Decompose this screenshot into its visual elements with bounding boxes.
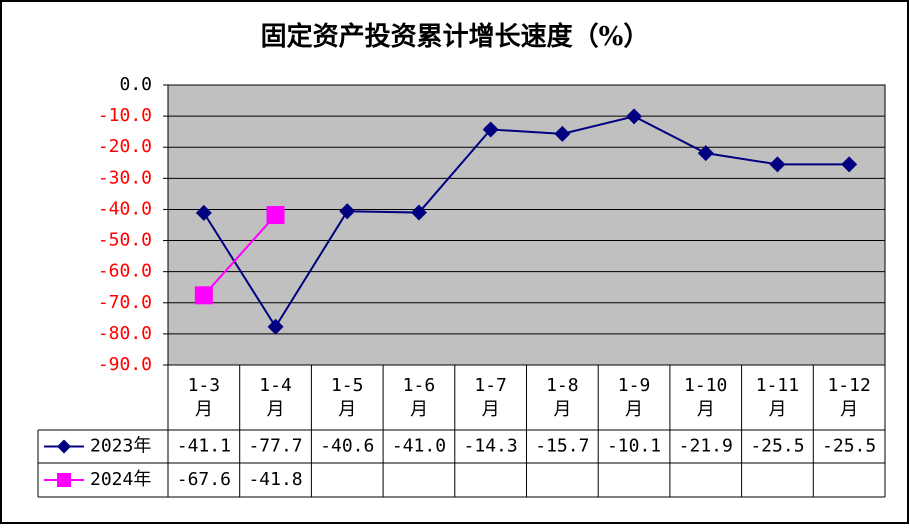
category-cell: 1-5月 <box>330 374 364 420</box>
category-cell: 1-6月 <box>402 374 436 420</box>
marker <box>339 203 356 220</box>
legend-label: 2024年 <box>90 469 151 490</box>
y-tick-label: -90.0 <box>98 354 152 375</box>
x-tick-label: 1-9月 <box>617 374 651 420</box>
y-tick-label: -40.0 <box>98 198 152 219</box>
chart-title: 固定资产投资累计增长速度（%） <box>261 21 650 52</box>
table-value: -10.1 <box>607 436 661 457</box>
x-tick-label: 1-12月 <box>827 374 871 420</box>
category-cell: 1-4月 <box>259 374 292 420</box>
table-value: -21.9 <box>679 436 733 457</box>
table-value: -41.8 <box>248 469 302 490</box>
marker <box>841 156 858 173</box>
series-line <box>203 214 277 296</box>
table-value: -77.7 <box>248 436 302 457</box>
table-value: -40.6 <box>320 436 374 457</box>
y-tick-label: -10.0 <box>98 105 152 126</box>
marker <box>626 108 643 125</box>
x-tick-label: 1-6月 <box>402 374 436 420</box>
y-tick-label: -60.0 <box>98 261 152 282</box>
marker <box>697 145 714 162</box>
table-value: -25.5 <box>822 436 876 457</box>
y-tick-label: -30.0 <box>98 167 152 188</box>
y-tick-label: -80.0 <box>98 323 152 344</box>
marker <box>410 204 427 221</box>
category-cell: 1-11月 <box>755 374 800 420</box>
legend-marker <box>57 473 71 487</box>
x-tick-label: 1-8月 <box>546 374 579 420</box>
table-value: -14.3 <box>464 436 518 457</box>
marker <box>267 318 284 335</box>
category-cell: 1-9月 <box>617 374 651 420</box>
x-tick-label: 1-4月 <box>259 374 292 420</box>
x-tick-label: 1-3月 <box>187 374 221 420</box>
series-line <box>203 115 850 329</box>
category-cell: 1-3月 <box>187 374 221 420</box>
table-value: -41.1 <box>177 436 231 457</box>
marker <box>194 286 213 305</box>
table-value: -67.6 <box>177 469 231 490</box>
x-tick-label: 1-10月 <box>684 374 728 420</box>
category-cell: 1-7月 <box>474 374 507 420</box>
x-tick-label: 1-5月 <box>330 374 364 420</box>
legend-marker <box>57 439 71 454</box>
marker <box>554 125 571 142</box>
x-tick-label: 1-7月 <box>474 374 507 420</box>
x-tick-label: 1-11月 <box>755 374 800 420</box>
marker <box>195 204 212 221</box>
marker <box>482 121 499 138</box>
y-tick-label: -70.0 <box>98 292 152 313</box>
y-tick-label: -50.0 <box>98 230 152 251</box>
y-tick-label: -20.0 <box>98 136 152 157</box>
category-cell: 1-10月 <box>684 374 728 420</box>
table-value: -41.0 <box>392 436 446 457</box>
category-cell: 1-12月 <box>827 374 871 420</box>
table-value: -15.7 <box>535 436 589 457</box>
marker <box>769 156 786 173</box>
category-cell: 1-8月 <box>546 374 579 420</box>
legend-label: 2023年 <box>90 436 151 457</box>
marker <box>266 206 285 225</box>
table-value: -25.5 <box>750 436 804 457</box>
y-tick-label: 0.0 <box>119 74 152 95</box>
